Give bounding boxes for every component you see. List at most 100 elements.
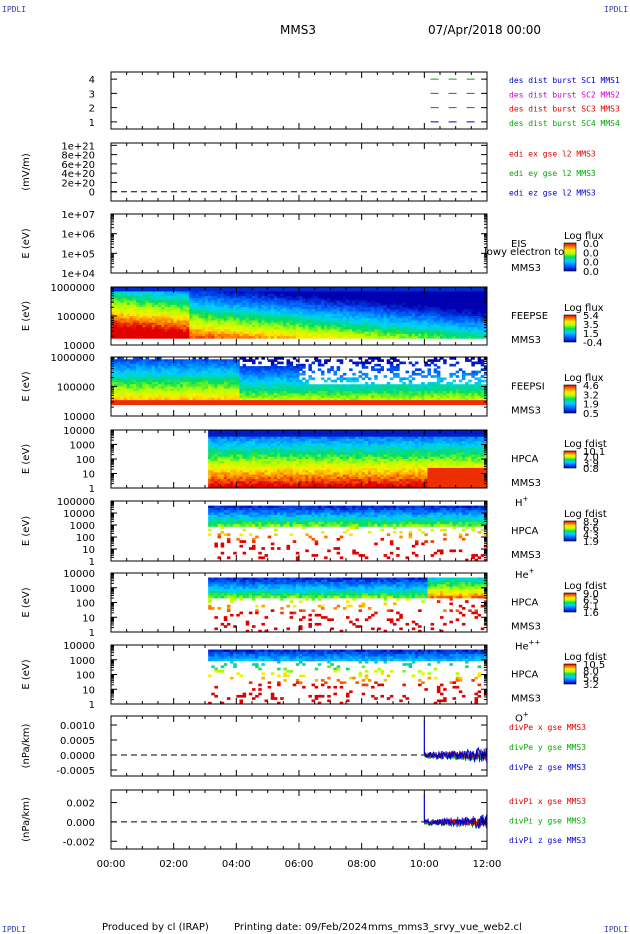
- spectrogram-cell: [314, 384, 319, 387]
- spectrogram-cell: [311, 391, 316, 394]
- spectrogram-cell: [192, 309, 196, 312]
- spectrogram-cell: [440, 329, 444, 333]
- spectrogram-cell: [208, 291, 212, 295]
- spectrogram-cell: [346, 291, 350, 295]
- spectrogram-cell: [117, 291, 121, 295]
- spectrogram-cell: [154, 298, 159, 301]
- spectrogram-cell: [242, 293, 247, 297]
- spectrogram-cell: [302, 384, 306, 387]
- spectrogram-cell: [364, 395, 369, 399]
- spectrogram-cell: [349, 295, 353, 299]
- spectrogram-cell: [386, 361, 391, 365]
- spectrogram-cell: [383, 395, 388, 399]
- spectrogram-cell: [158, 370, 162, 374]
- spectrogram-cell: [308, 311, 312, 315]
- spectrogram-cell: [449, 289, 453, 292]
- spectrogram-cell: [474, 336, 478, 339]
- spectrogram-cell: [205, 372, 209, 376]
- spectrogram-cell: [220, 361, 225, 365]
- spectrogram-cell: [477, 313, 482, 317]
- spectrogram-cell: [408, 327, 413, 330]
- spectrogram-cell: [267, 316, 272, 319]
- spectrogram-cell: [433, 298, 438, 301]
- spectrogram-cell: [302, 402, 306, 406]
- spectrogram-cell: [176, 316, 181, 319]
- spectrogram-cell: [289, 384, 294, 387]
- spectrogram-cell: [195, 384, 200, 387]
- spectrogram-cell: [402, 298, 406, 301]
- spectrogram-cell: [230, 384, 234, 387]
- spectrogram-cell: [286, 302, 290, 306]
- spectrogram-cell: [396, 304, 400, 308]
- spectrogram-cell: [267, 324, 272, 328]
- spectrogram-cell: [374, 395, 378, 399]
- spectrogram-cell: [273, 370, 278, 374]
- spectrogram-cell: [223, 318, 228, 321]
- spectrogram-cell: [461, 327, 466, 330]
- spectrogram-cell: [158, 368, 162, 372]
- spectrogram-cell: [443, 304, 447, 308]
- spectrogram-cell: [179, 336, 184, 339]
- spectrogram-cell: [339, 324, 344, 328]
- spectrogram-cell: [167, 287, 171, 290]
- spectrogram-cell: [205, 336, 209, 339]
- spectrogram-cell: [239, 381, 243, 385]
- spectrogram-cell: [283, 318, 287, 321]
- spectrogram-cell: [346, 397, 350, 401]
- spectrogram-cell: [333, 318, 337, 321]
- spectrogram-cell: [427, 295, 431, 299]
- spectrogram-cell: [126, 393, 131, 396]
- spectrogram-cell: [205, 293, 209, 297]
- spectrogram-cell: [220, 379, 225, 383]
- spectrogram-cell: [220, 298, 225, 301]
- spectrogram-cell: [148, 304, 153, 308]
- spectrogram-cell: [142, 336, 146, 339]
- spectrogram-cell: [283, 291, 287, 295]
- spectrogram-cell: [220, 300, 225, 304]
- spectrogram-cell: [145, 368, 149, 372]
- spectrogram-cell: [192, 293, 196, 297]
- spectrogram-cell: [380, 324, 384, 328]
- spectrogram-cell: [465, 313, 469, 317]
- spectrogram-cell: [399, 386, 403, 390]
- spectrogram-cell: [151, 372, 156, 376]
- spectrogram-cell: [183, 291, 187, 295]
- spectrogram-cell: [424, 375, 428, 378]
- spectrogram-cell: [126, 372, 131, 376]
- spectrogram-cell: [336, 366, 341, 369]
- spectrogram-cell: [214, 304, 218, 308]
- spectrogram-cell: [408, 379, 413, 383]
- spectrogram-cell: [277, 289, 281, 292]
- spectrogram-cell: [132, 295, 137, 299]
- spectrogram-cell: [314, 324, 319, 328]
- spectrogram-cell: [280, 313, 284, 317]
- spectrogram-cell: [217, 388, 222, 392]
- spectrogram-cell: [327, 400, 331, 403]
- spectrogram-cell: [292, 313, 297, 317]
- spectrogram-cell: [305, 381, 309, 385]
- spectrogram-cell: [226, 307, 231, 310]
- spectrogram-cell: [170, 368, 175, 372]
- spectrogram-cell: [336, 386, 341, 390]
- spectrogram-cell: [327, 333, 331, 337]
- spectrogram-cell: [148, 295, 153, 299]
- spectrogram-cell: [214, 318, 218, 321]
- spectrogram-cell: [411, 397, 416, 401]
- spectrogram-cell: [330, 300, 334, 304]
- spectrogram-cell: [327, 298, 331, 301]
- spectrogram-cell: [145, 291, 149, 295]
- spectrogram-cell: [383, 293, 388, 297]
- spectrogram-cell: [142, 298, 146, 301]
- spectrogram-cell: [195, 363, 200, 367]
- spectrogram-cell: [114, 372, 118, 376]
- spectrogram-cell: [371, 395, 375, 399]
- spectrogram-cell: [214, 395, 218, 399]
- spectrogram-cell: [396, 287, 400, 290]
- spectrogram-cell: [399, 384, 403, 387]
- spectrogram-cell: [255, 379, 259, 383]
- spectrogram-cell: [308, 393, 312, 396]
- spectrogram-cell: [273, 381, 278, 385]
- spectrogram-cell: [176, 377, 181, 381]
- spectrogram-cell: [201, 304, 206, 308]
- spectrogram-cell: [167, 322, 171, 326]
